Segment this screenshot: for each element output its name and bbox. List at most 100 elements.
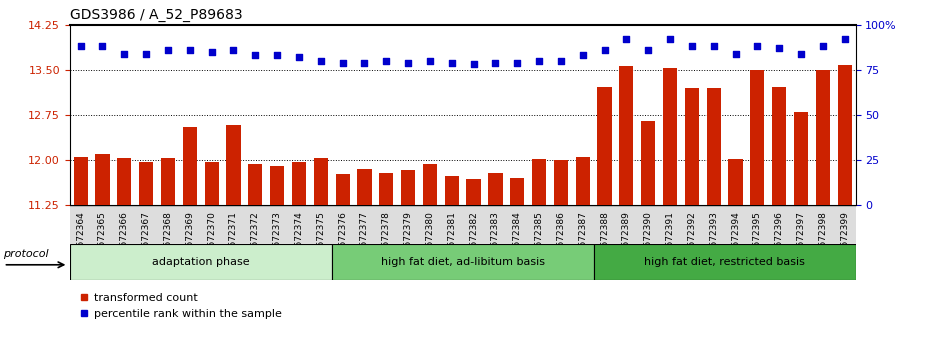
Bar (336, 174, 350, 205)
Text: GSM672374: GSM672374 (295, 211, 303, 266)
Point (793, 51, 808, 57)
Text: GSM672365: GSM672365 (98, 211, 107, 266)
Point (684, 44, 699, 49)
Point (95, 44, 110, 49)
Text: GSM672387: GSM672387 (578, 211, 587, 266)
Bar (379, 173, 393, 205)
FancyBboxPatch shape (593, 244, 856, 280)
Point (335, 60, 350, 65)
Bar (205, 162, 219, 205)
Point (576, 53, 591, 58)
Text: GSM672366: GSM672366 (120, 211, 129, 266)
Bar (597, 87, 612, 205)
Bar (838, 65, 852, 205)
Text: GSM672391: GSM672391 (666, 211, 674, 266)
Text: GSM672399: GSM672399 (840, 211, 849, 266)
Text: protocol: protocol (4, 249, 49, 259)
Text: GSM672389: GSM672389 (622, 211, 631, 266)
Point (379, 58, 393, 64)
Bar (532, 159, 546, 205)
Point (816, 44, 830, 49)
Text: GSM672386: GSM672386 (556, 211, 565, 266)
Bar (816, 70, 830, 205)
Point (597, 47, 612, 53)
Text: GSM672385: GSM672385 (535, 211, 543, 266)
Bar (728, 159, 743, 205)
FancyBboxPatch shape (332, 244, 593, 280)
Point (357, 60, 372, 65)
Point (532, 58, 547, 64)
Text: GSM672377: GSM672377 (360, 211, 369, 266)
Bar (663, 68, 677, 205)
Bar (511, 178, 525, 205)
Point (445, 60, 459, 65)
Bar (488, 173, 502, 205)
Bar (140, 162, 153, 205)
Text: adaptation phase: adaptation phase (152, 257, 249, 267)
Point (313, 58, 328, 64)
Point (226, 47, 241, 53)
Point (510, 60, 525, 65)
Text: GSM672388: GSM672388 (600, 211, 609, 266)
Text: GSM672367: GSM672367 (141, 211, 151, 266)
Bar (357, 169, 372, 205)
Text: GSM672369: GSM672369 (185, 211, 194, 266)
Bar (161, 158, 175, 205)
Text: GSM672395: GSM672395 (753, 211, 762, 266)
Text: GSM672373: GSM672373 (272, 211, 282, 266)
Point (205, 49, 219, 55)
Text: GSM672392: GSM672392 (687, 211, 697, 266)
Text: high fat diet, ad-libitum basis: high fat diet, ad-libitum basis (380, 257, 545, 267)
Point (837, 36, 852, 42)
Text: GDS3986 / A_52_P89683: GDS3986 / A_52_P89683 (70, 8, 243, 22)
Text: GSM672378: GSM672378 (382, 211, 391, 266)
Bar (707, 88, 721, 205)
Point (750, 44, 764, 49)
Text: GSM672368: GSM672368 (164, 211, 172, 266)
FancyBboxPatch shape (70, 244, 332, 280)
Point (662, 36, 677, 42)
Bar (117, 158, 131, 205)
Point (728, 51, 743, 57)
Point (466, 62, 481, 67)
Text: GSM672384: GSM672384 (512, 211, 522, 266)
Point (706, 44, 721, 49)
Bar (270, 166, 285, 205)
Point (291, 55, 306, 60)
Bar (751, 70, 764, 205)
Point (772, 45, 787, 51)
Point (73, 44, 88, 49)
Text: GSM672364: GSM672364 (76, 211, 86, 266)
Text: GSM672383: GSM672383 (491, 211, 500, 266)
Point (117, 51, 132, 57)
Text: GSM672380: GSM672380 (425, 211, 434, 266)
Legend: transformed count, percentile rank within the sample: transformed count, percentile rank withi… (75, 289, 286, 324)
Bar (772, 87, 786, 205)
Text: GSM672394: GSM672394 (731, 211, 740, 266)
Bar (423, 164, 437, 205)
Bar (445, 176, 458, 205)
Bar (641, 121, 656, 205)
Text: GSM672381: GSM672381 (447, 211, 457, 266)
Bar (248, 164, 262, 205)
Bar (684, 88, 699, 205)
Text: GSM672379: GSM672379 (404, 211, 413, 266)
Point (161, 47, 176, 53)
Bar (467, 179, 481, 205)
Bar (226, 125, 241, 205)
Point (270, 53, 285, 58)
Point (619, 36, 634, 42)
Point (182, 47, 197, 53)
Bar (401, 170, 415, 205)
Point (139, 51, 153, 57)
Text: GSM672370: GSM672370 (207, 211, 216, 266)
Text: GSM672396: GSM672396 (775, 211, 784, 266)
Bar (576, 157, 590, 205)
Bar (794, 112, 808, 205)
Point (641, 47, 656, 53)
Point (422, 58, 437, 64)
Text: GSM672393: GSM672393 (710, 211, 718, 266)
Bar (619, 66, 633, 205)
Text: GSM672375: GSM672375 (316, 211, 326, 266)
Bar (553, 160, 568, 205)
